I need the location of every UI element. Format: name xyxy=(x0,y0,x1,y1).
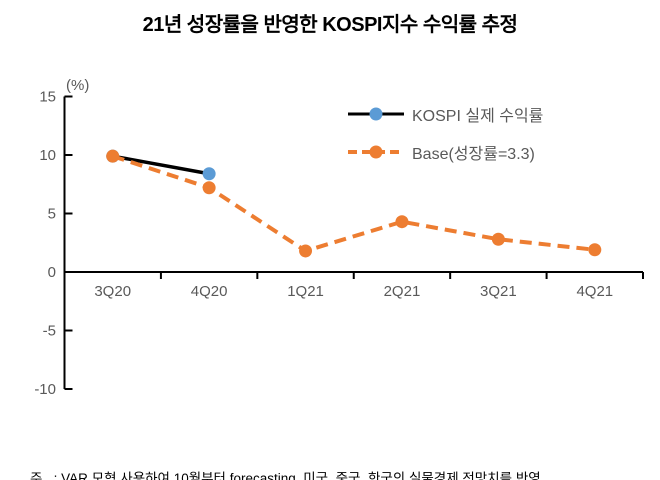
y-tick-label: -5 xyxy=(43,323,56,340)
x-tick-label: 3Q21 xyxy=(480,283,517,300)
data-point xyxy=(395,215,409,229)
data-point xyxy=(202,167,216,181)
legend-kospi-marker xyxy=(369,107,383,121)
data-point xyxy=(588,243,602,257)
y-tick-label: 5 xyxy=(48,206,56,223)
y-axis-unit-label: (%) xyxy=(66,77,89,94)
legend-base-marker xyxy=(369,145,383,159)
series-line-1 xyxy=(112,154,596,254)
x-tick-label: 1Q21 xyxy=(287,283,324,300)
data-point xyxy=(491,232,505,246)
footnote-note: 주 : VAR 모형 사용하여 10월부터 forecasting, 미국, 중… xyxy=(30,471,545,480)
page-title: 21년 성장률을 반영한 KOSPI지수 수익률 추정 xyxy=(142,14,518,36)
legend-kospi-label: KOSPI 실제 수익률 xyxy=(412,108,544,125)
y-tick-label: 0 xyxy=(48,264,56,281)
y-tick-label: 10 xyxy=(39,147,56,164)
legend-base-label: Base(성장률=3.3) xyxy=(412,146,535,163)
y-tick-label: -10 xyxy=(34,381,56,398)
legend-base-sample xyxy=(348,145,404,159)
legend-item-base: Base(성장률=3.3) xyxy=(347,142,543,163)
line-chart: 15 10 5 0 -5 -10 (%) 3Q20 4Q20 1Q21 2Q21 3Q21 4Q21 xyxy=(34,77,644,398)
data-point xyxy=(106,149,120,163)
series-line-0 xyxy=(112,154,210,176)
legend-kospi-sample xyxy=(348,107,404,121)
footnotes: 주 : VAR 모형 사용하여 10월부터 forecasting, 미국, 중… xyxy=(30,431,650,480)
data-point xyxy=(202,181,216,195)
x-tick-label: 4Q21 xyxy=(576,283,613,300)
legend: KOSPI 실제 수익률 Base(성장률=3.3) xyxy=(347,104,544,163)
y-tick-label: 15 xyxy=(39,89,56,106)
x-tick-label: 2Q21 xyxy=(384,283,421,300)
legend-item-kospi: KOSPI 실제 수익률 xyxy=(347,104,544,125)
x-tick-label: 3Q20 xyxy=(94,283,131,300)
data-point xyxy=(299,244,313,258)
x-tick-label: 4Q20 xyxy=(191,283,228,300)
